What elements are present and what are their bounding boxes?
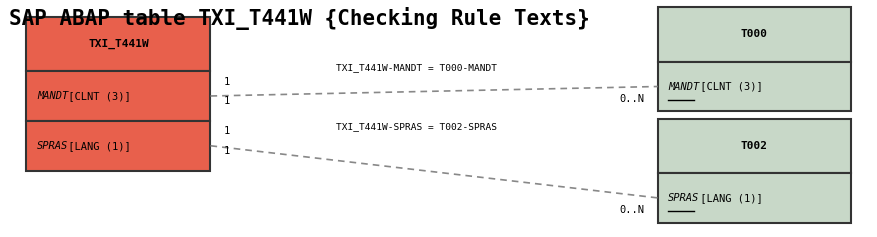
Text: T000: T000 (741, 29, 767, 39)
Text: 1: 1 (224, 77, 230, 87)
FancyBboxPatch shape (26, 121, 210, 171)
Text: 1: 1 (224, 96, 230, 106)
Text: SPRAS: SPRAS (668, 193, 700, 203)
Text: T002: T002 (741, 141, 767, 151)
Text: MANDT: MANDT (37, 91, 68, 101)
Text: 0..N: 0..N (619, 94, 645, 104)
Text: TXI_T441W: TXI_T441W (88, 39, 149, 49)
Text: [CLNT (3)]: [CLNT (3)] (694, 82, 762, 91)
Text: 0..N: 0..N (619, 205, 645, 215)
Text: [LANG (1)]: [LANG (1)] (62, 141, 131, 151)
FancyBboxPatch shape (26, 71, 210, 121)
Text: [LANG (1)]: [LANG (1)] (694, 193, 762, 203)
Text: TXI_T441W-SPRAS = T002-SPRAS: TXI_T441W-SPRAS = T002-SPRAS (336, 123, 497, 132)
FancyBboxPatch shape (658, 173, 851, 223)
FancyBboxPatch shape (26, 17, 210, 71)
Text: SPRAS: SPRAS (37, 141, 68, 151)
Text: 1: 1 (224, 126, 230, 136)
Text: MANDT: MANDT (668, 82, 700, 91)
FancyBboxPatch shape (658, 118, 851, 173)
FancyBboxPatch shape (658, 62, 851, 111)
Text: TXI_T441W-MANDT = T000-MANDT: TXI_T441W-MANDT = T000-MANDT (336, 63, 497, 72)
Text: 1: 1 (224, 146, 230, 156)
Text: [CLNT (3)]: [CLNT (3)] (62, 91, 131, 101)
Text: SAP ABAP table TXI_T441W {Checking Rule Texts}: SAP ABAP table TXI_T441W {Checking Rule … (9, 7, 589, 30)
FancyBboxPatch shape (658, 7, 851, 62)
